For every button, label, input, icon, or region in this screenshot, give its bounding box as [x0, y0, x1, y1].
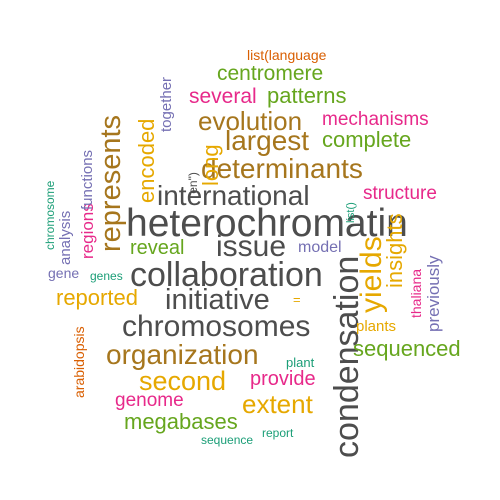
- word-centromere: centromere: [217, 62, 324, 85]
- word-complete: complete: [322, 127, 412, 152]
- word-insights: insights: [382, 213, 407, 288]
- word-determinants: determinants: [201, 153, 363, 184]
- word-genes: genes: [90, 269, 123, 283]
- word-initiative: initiative: [165, 284, 270, 316]
- word-regions: regions: [78, 203, 97, 259]
- word-extent: extent: [242, 389, 313, 419]
- word-patterns: patterns: [267, 83, 347, 108]
- word-list-paren: list(): [345, 202, 357, 223]
- word-collaboration: collaboration: [130, 256, 323, 294]
- word-plants: plants: [356, 318, 397, 335]
- word-mechanisms: mechanisms: [322, 109, 429, 130]
- word-several: several: [189, 85, 257, 108]
- word-genome: genome: [115, 390, 184, 411]
- word-model: model: [298, 239, 342, 256]
- word-megabases: megabases: [124, 409, 238, 434]
- word-equals: =: [293, 292, 301, 307]
- word-represents: represents: [95, 114, 127, 252]
- word-structure: structure: [363, 183, 437, 204]
- word-second: second: [139, 366, 227, 396]
- word-largest: largest: [225, 125, 310, 156]
- word-international: international: [157, 180, 310, 211]
- word-thaliana: thaliana: [408, 268, 424, 318]
- word-sequence: sequence: [201, 433, 254, 447]
- word-list-language: list(language: [247, 47, 327, 63]
- word-analysis: analysis: [57, 210, 74, 265]
- word-arabidopsis: arabidopsis: [71, 326, 87, 398]
- word-chromosomes: chromosomes: [122, 310, 311, 343]
- word-long: long: [198, 144, 223, 186]
- word-sequenced: sequenced: [353, 336, 461, 361]
- word-plant: plant: [286, 355, 315, 370]
- word-report: report: [262, 426, 294, 440]
- word-previously: previously: [424, 255, 443, 332]
- word-evolution: evolution: [198, 106, 303, 136]
- word-chromosome: chromosome: [43, 180, 57, 250]
- word-gene: gene: [48, 265, 80, 281]
- word-functions: functions: [79, 149, 96, 210]
- word-reveal: reveal: [130, 237, 185, 259]
- word-en: "en"): [186, 172, 200, 198]
- word-together: together: [158, 76, 175, 132]
- word-heterochromatin: heterochromatin: [126, 202, 408, 245]
- word-reported: reported: [56, 285, 138, 310]
- word-organization: organization: [106, 339, 259, 370]
- word-encoded: encoded: [134, 118, 159, 203]
- word-provide: provide: [250, 368, 316, 390]
- word-issue: issue: [216, 230, 287, 263]
